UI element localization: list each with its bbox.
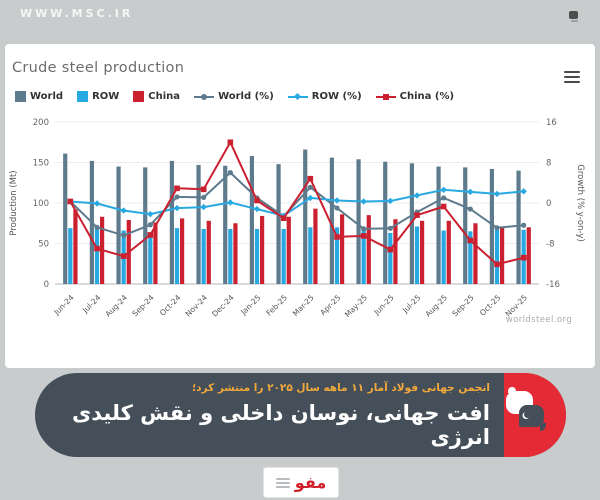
grid-lines: 0 50 100 150 200 16 8 0 -8 -16 [33,118,560,290]
source-link: worldsteel.org [505,315,572,325]
banner-text: انجمن جهانی فولاد آمار ۱۱ ماهه سال ۲۰۲۵ … [57,373,490,457]
right-axis-title: Growth (% y-on-y) [575,164,585,242]
publisher-logo-lines [275,476,290,490]
svg-text:8: 8 [546,159,551,169]
headline-banner: انجمن جهانی فولاد آمار ۱۱ ماهه سال ۲۰۲۵ … [35,373,566,457]
svg-text:May-25: May-25 [343,293,369,319]
svg-text:200: 200 [33,118,49,128]
svg-text:100: 100 [33,199,49,209]
line-row- [67,186,527,219]
legend-item-china[interactable]: China [133,91,180,102]
svg-text:Aug-24: Aug-24 [103,293,129,319]
svg-text:-8: -8 [546,240,554,250]
site-watermark: WWW.MSC.IR [20,7,134,20]
svg-text:Sep-24: Sep-24 [130,293,155,318]
legend-item-world[interactable]: World [15,91,63,102]
svg-text:0: 0 [44,280,49,290]
hamburger-menu-icon[interactable] [564,71,580,85]
svg-text:Feb-25: Feb-25 [264,293,289,318]
publisher-logo-text: مفو [294,472,327,492]
svg-text:16: 16 [546,118,557,128]
banner-red-cap [504,373,566,457]
svg-text:0: 0 [546,199,551,209]
svg-text:-16: -16 [546,280,560,290]
svg-text:Dec-24: Dec-24 [210,293,236,319]
legend-item-row-[interactable]: ROW (%) [287,91,362,102]
svg-text:Apr-25: Apr-25 [318,293,342,317]
svg-text:50: 50 [38,240,49,250]
svg-text:Jun-25: Jun-25 [372,293,396,317]
legend-item-world-[interactable]: World (%) [194,91,274,102]
bars-china [73,208,531,284]
legend-item-china-[interactable]: China (%) [375,91,454,102]
chart-legend: World ROW China World (%) ROW (%) China (%) [15,91,454,102]
svg-text:Jan-25: Jan-25 [238,293,262,317]
svg-text:Oct-25: Oct-25 [478,293,503,318]
x-axis-labels: Jun-24 Jul-24 Aug-24 Sep-24 Oct-24 Nov-24 Dec-… [52,293,530,319]
publisher-logo: مفو [263,467,339,498]
svg-text:Oct-24: Oct-24 [158,293,183,318]
banner-headline: افت جهانی، نوسان داخلی و نقش کلیدی انرژی [72,401,490,449]
svg-text:Nov-24: Nov-24 [184,293,210,319]
svg-text:Jun-24: Jun-24 [52,293,76,317]
legend-item-row[interactable]: ROW [77,91,119,102]
chat-bubbles-icon [506,387,552,441]
line-china- [67,139,527,268]
bars-row [68,226,526,284]
svg-text:Jul-25: Jul-25 [400,293,422,315]
svg-text:Sep-25: Sep-25 [450,293,475,318]
svg-text:150: 150 [33,159,49,169]
left-axis-title: Production (Mt) [9,170,19,235]
banner-subtitle: انجمن جهانی فولاد آمار ۱۱ ماهه سال ۲۰۲۵ … [191,382,490,394]
chart-title: Crude steel production [12,60,185,76]
svg-text:Jul-24: Jul-24 [80,293,102,315]
svg-text:Mar-25: Mar-25 [291,293,316,318]
svg-text:Aug-25: Aug-25 [423,293,449,319]
line-world- [67,170,527,238]
corner-thumbnail-icon [569,11,578,22]
